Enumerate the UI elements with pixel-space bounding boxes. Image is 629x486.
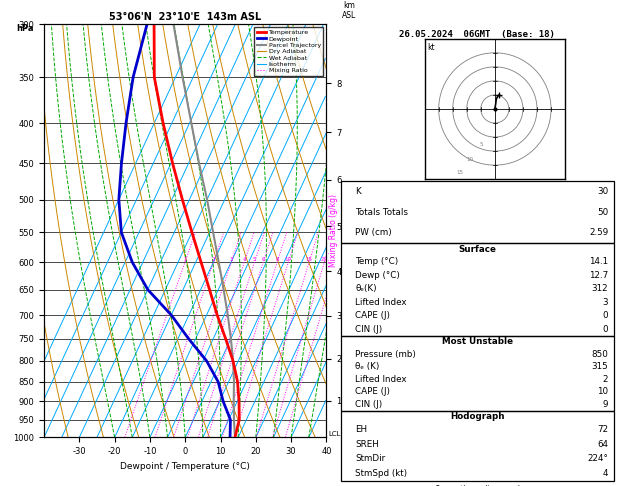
Text: 14.1: 14.1 xyxy=(589,257,608,266)
Text: 0: 0 xyxy=(603,325,608,334)
Bar xyxy=(341,336,614,411)
Text: 20: 20 xyxy=(321,257,328,262)
Text: SREH: SREH xyxy=(355,440,379,449)
Text: CIN (J): CIN (J) xyxy=(355,325,382,334)
Text: StmDir: StmDir xyxy=(355,454,386,463)
Text: 6: 6 xyxy=(262,257,265,262)
Text: 8: 8 xyxy=(276,257,279,262)
Text: 4: 4 xyxy=(603,469,608,478)
Text: θₑ(K): θₑ(K) xyxy=(355,284,377,293)
Text: K: K xyxy=(355,187,361,196)
Text: Most Unstable: Most Unstable xyxy=(442,337,513,347)
Text: Totals Totals: Totals Totals xyxy=(355,208,408,217)
Text: PW (cm): PW (cm) xyxy=(355,228,392,238)
Text: Lifted Index: Lifted Index xyxy=(355,375,407,383)
Text: 30: 30 xyxy=(597,187,608,196)
Text: 64: 64 xyxy=(597,440,608,449)
Bar xyxy=(341,181,614,243)
Text: Pressure (mb): Pressure (mb) xyxy=(355,349,416,359)
Title: 53°06'N  23°10'E  143m ASL: 53°06'N 23°10'E 143m ASL xyxy=(109,12,261,22)
X-axis label: Dewpoint / Temperature (°C): Dewpoint / Temperature (°C) xyxy=(120,462,250,470)
Text: 850: 850 xyxy=(591,349,608,359)
Text: 4: 4 xyxy=(243,257,246,262)
Text: 2: 2 xyxy=(603,375,608,383)
Text: hPa: hPa xyxy=(16,24,33,34)
Text: CIN (J): CIN (J) xyxy=(355,400,382,409)
Text: km
ASL: km ASL xyxy=(342,1,356,20)
Text: 1: 1 xyxy=(183,257,187,262)
Text: 224°: 224° xyxy=(587,454,608,463)
Text: Dewp (°C): Dewp (°C) xyxy=(355,271,400,279)
Legend: Temperature, Dewpoint, Parcel Trajectory, Dry Adiabat, Wet Adiabat, Isotherm, Mi: Temperature, Dewpoint, Parcel Trajectory… xyxy=(254,27,323,76)
Text: Lifted Index: Lifted Index xyxy=(355,298,407,307)
Text: 2.59: 2.59 xyxy=(589,228,608,238)
Text: θₑ (K): θₑ (K) xyxy=(355,362,380,371)
Text: 5: 5 xyxy=(253,257,257,262)
Text: 312: 312 xyxy=(591,284,608,293)
Text: 12.7: 12.7 xyxy=(589,271,608,279)
Text: 15: 15 xyxy=(306,257,313,262)
Text: 0: 0 xyxy=(603,312,608,320)
Text: 10: 10 xyxy=(597,387,608,396)
Text: 2: 2 xyxy=(212,257,215,262)
Text: 3: 3 xyxy=(603,298,608,307)
Text: Mixing Ratio (g/kg): Mixing Ratio (g/kg) xyxy=(329,194,338,267)
Text: © weatheronline.co.uk: © weatheronline.co.uk xyxy=(433,485,521,486)
Text: Hodograph: Hodograph xyxy=(450,412,504,421)
Text: EH: EH xyxy=(355,425,367,434)
Text: CAPE (J): CAPE (J) xyxy=(355,387,391,396)
Text: CAPE (J): CAPE (J) xyxy=(355,312,391,320)
Text: 50: 50 xyxy=(597,208,608,217)
Text: 9: 9 xyxy=(603,400,608,409)
Text: Surface: Surface xyxy=(459,244,496,254)
Text: LCL: LCL xyxy=(328,431,341,437)
Text: 26.05.2024  06GMT  (Base: 18): 26.05.2024 06GMT (Base: 18) xyxy=(399,31,555,39)
Text: 315: 315 xyxy=(591,362,608,371)
Bar xyxy=(341,411,614,481)
Text: 72: 72 xyxy=(597,425,608,434)
Text: 10: 10 xyxy=(285,257,292,262)
Bar xyxy=(341,243,614,336)
Text: Temp (°C): Temp (°C) xyxy=(355,257,399,266)
Text: 3: 3 xyxy=(230,257,233,262)
Text: StmSpd (kt): StmSpd (kt) xyxy=(355,469,408,478)
